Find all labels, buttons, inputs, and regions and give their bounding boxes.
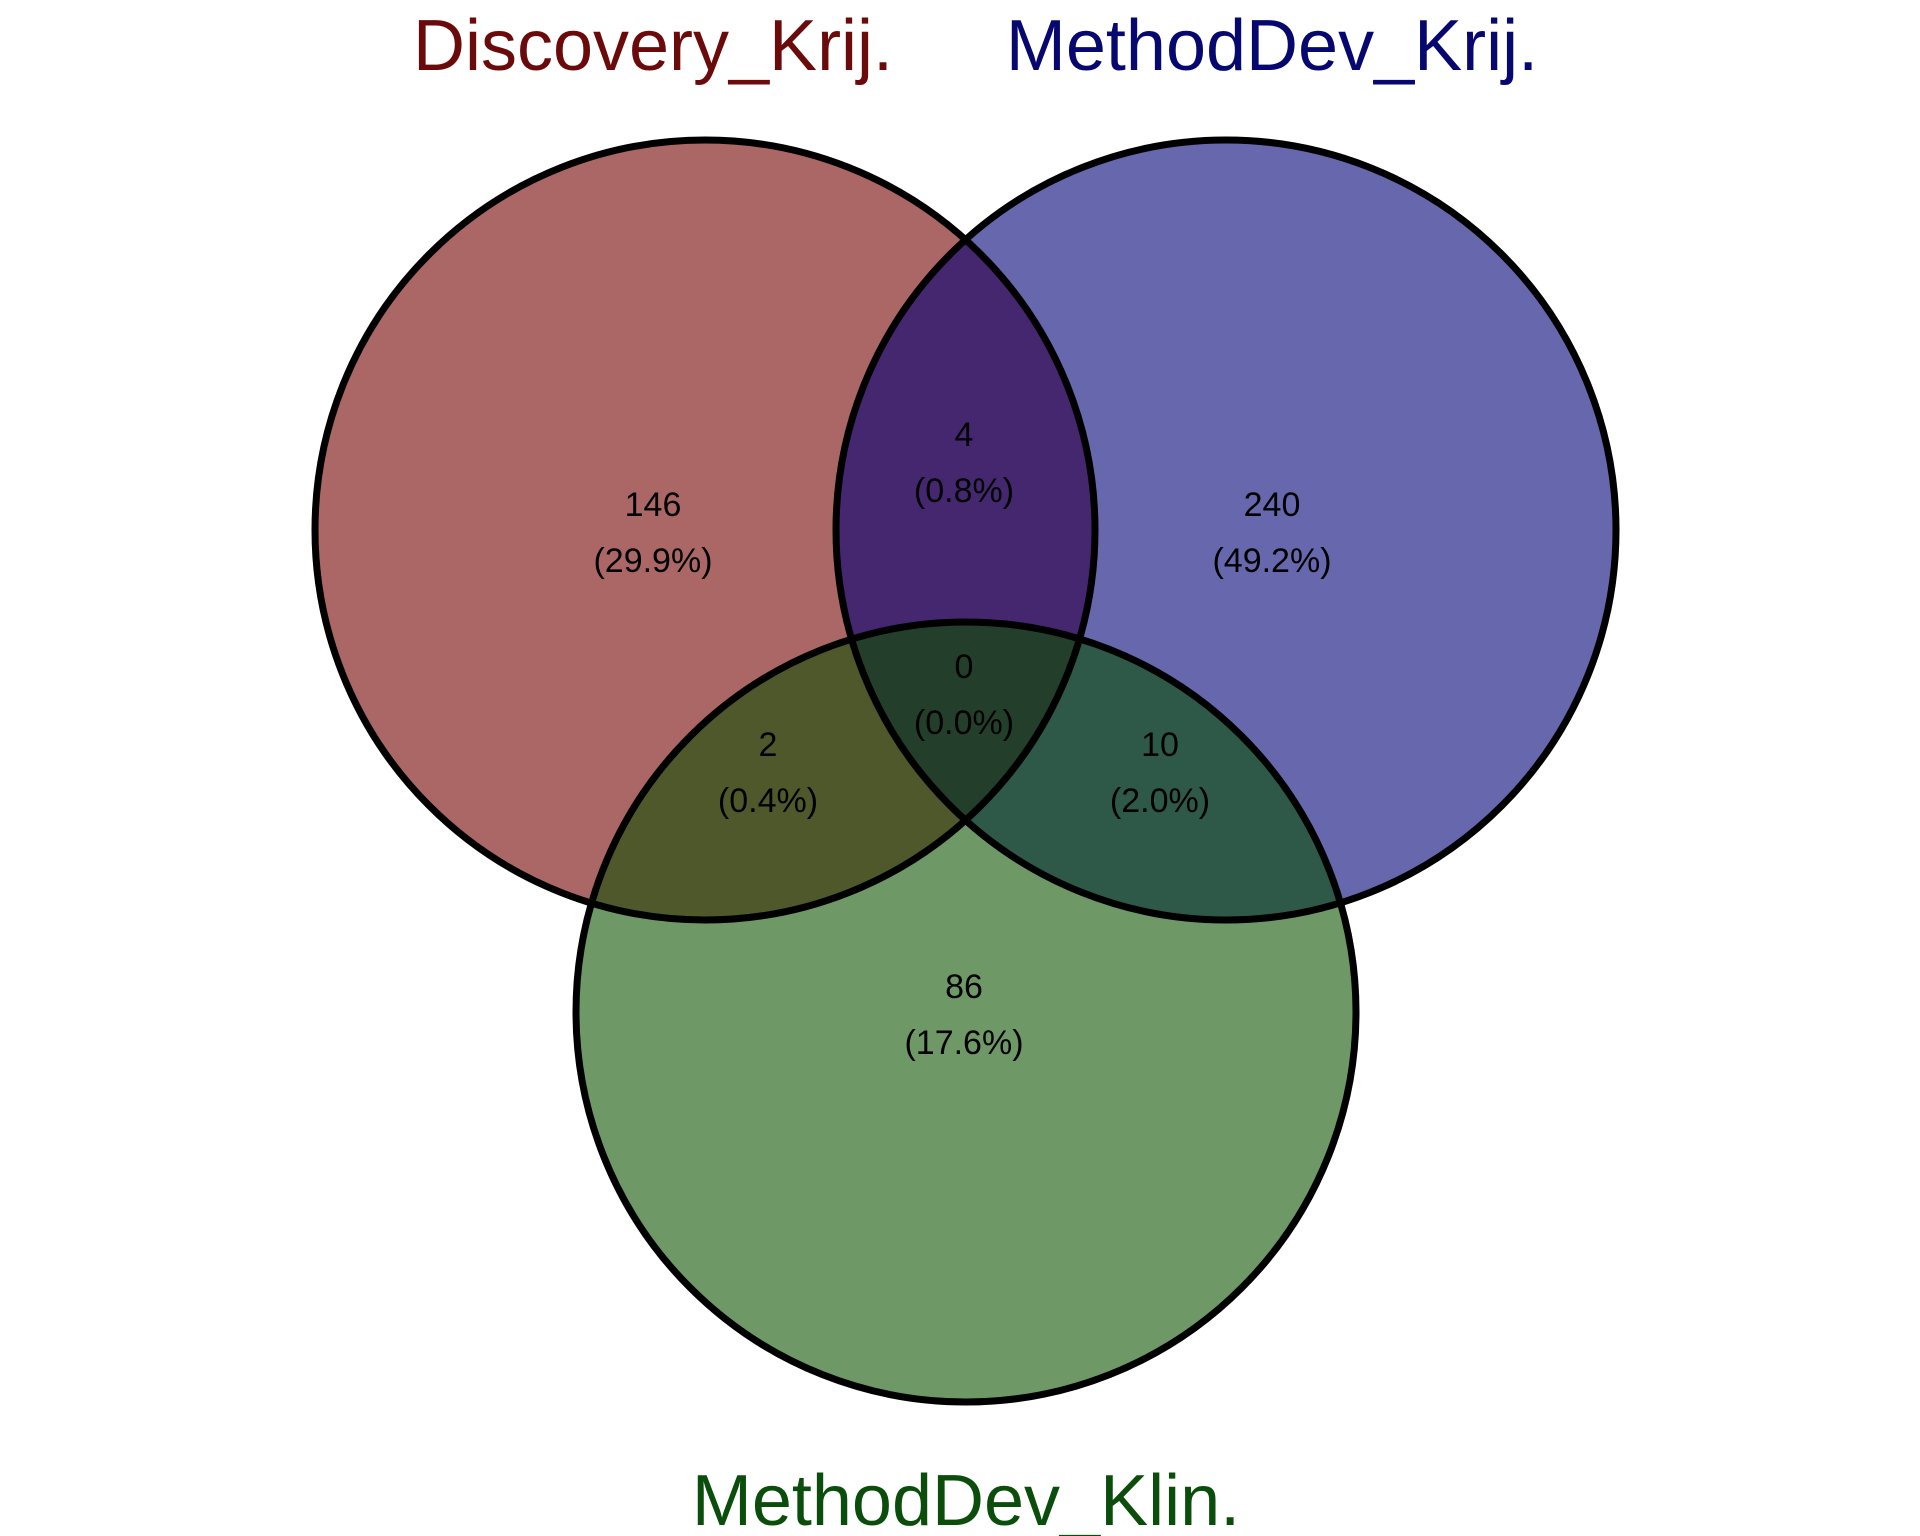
region-percent: (0.8%) [914,472,1014,510]
overlap-bc-fill [836,622,1356,920]
region-count: 10 [1141,726,1179,764]
region-count: 4 [955,416,974,454]
set-c-outline [572,618,1360,1406]
region-label-abc: 0 (0.0%) [914,648,1014,742]
set-c-title: MethodDev_Klin. [692,1461,1240,1536]
region-count: 240 [1244,486,1301,524]
region-percent: (0.0%) [914,704,1014,742]
region-label-ac-only: 2 (0.4%) [718,726,818,820]
overlap-ac-fill [576,622,1095,920]
region-count: 2 [759,726,778,764]
region-percent: (0.4%) [718,782,818,820]
region-label-bc-only: 10 (2.0%) [1110,726,1210,820]
region-count: 146 [625,486,682,524]
region-percent: (29.9%) [593,542,712,580]
region-label-ab-only: 4 (0.8%) [914,416,1014,510]
set-a-title: Discovery_Krij. [413,6,893,86]
region-label-b-only: 240 (49.2%) [1212,486,1331,580]
region-label-c-only: 86 (17.6%) [904,968,1023,1062]
region-count: 0 [955,648,974,686]
region-label-a-only: 146 (29.9%) [593,486,712,580]
set-b-title: MethodDev_Krij. [1006,6,1538,86]
region-percent: (2.0%) [1110,782,1210,820]
set-b-outline [832,136,1620,924]
region-percent: (49.2%) [1212,542,1331,580]
region-count: 86 [945,968,983,1006]
set-a-outline [311,136,1099,924]
region-percent: (17.6%) [904,1024,1023,1062]
